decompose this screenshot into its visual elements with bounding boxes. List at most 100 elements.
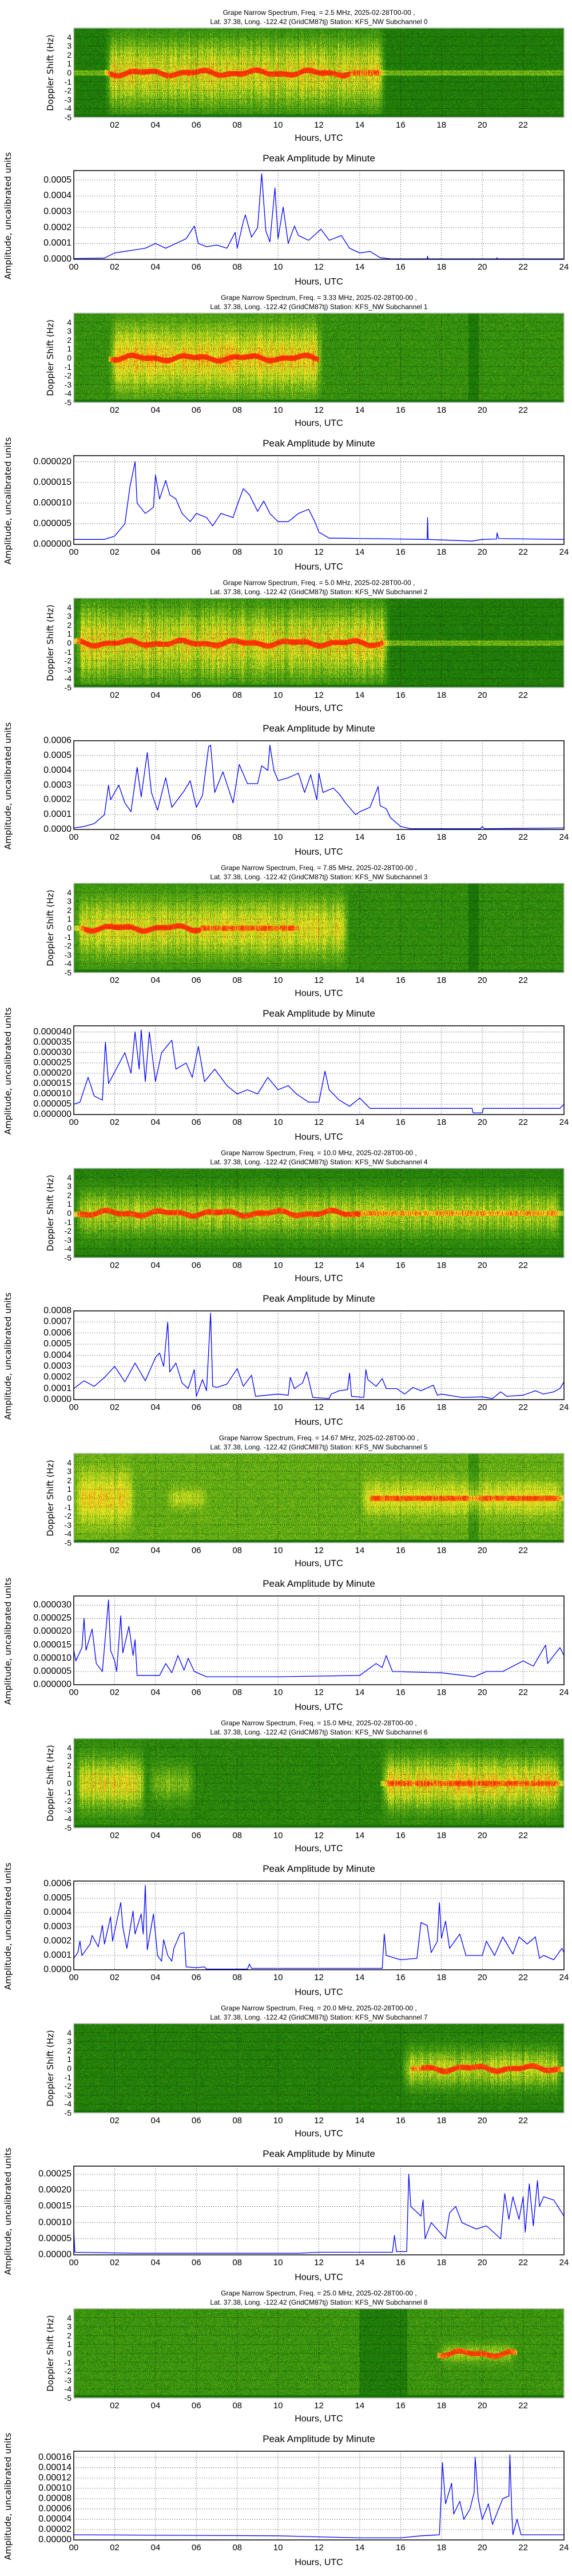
amplitude-x-tick-label: 24 [559,1688,569,1697]
amplitude-y-tick-label: 0.0005 [43,1339,72,1349]
amplitude-x-tick-label: 04 [150,262,161,272]
amplitude-y-axis-label: Amplitude, uncalibrated units [3,2147,13,2275]
x-tick-label: 08 [232,1261,242,1270]
y-tick-label: 3 [67,1752,72,1761]
x-tick-label: 02 [110,1261,120,1270]
y-tick-label: 2 [67,1760,72,1770]
amplitude-y-tick-label: 0.0004 [43,765,72,775]
x-tick-label: 12 [314,405,324,415]
amplitude-x-axis-label: Hours, UTC [295,2558,343,2567]
amplitude-x-tick-label: 20 [477,1973,487,1982]
spectrogram-title-line-2: Lat. 37.38, Long. -122.42 (GridCM87tj) S… [210,303,428,311]
plot-frame [73,2451,565,2541]
x-tick-label: 22 [518,120,528,130]
plot-frame [73,598,565,688]
amplitude-x-tick-label: 20 [477,1402,487,1412]
amplitude-x-tick-label: 08 [232,1117,242,1127]
y-tick-label: -1 [64,1502,72,1512]
amplitude-x-tick-label: 12 [314,1402,324,1412]
y-tick-label: 0 [67,1494,72,1503]
amplitude-y-axis-label: Amplitude, uncalibrated units [3,1862,13,1990]
x-tick-label: 14 [355,1261,365,1270]
amplitude-x-tick-label: 08 [232,2258,242,2267]
amplitude-line-chart [73,2451,565,2541]
amplitude-y-tick-label: 0.00020 [38,2185,72,2195]
x-tick-label: 06 [191,2401,201,2411]
amplitude-y-tick-label: 0.000010 [33,497,72,508]
amplitude-line-chart [73,1595,565,1685]
amplitude-x-tick-label: 22 [518,1688,528,1697]
amplitude-x-tick-label: 22 [518,1117,528,1127]
amplitude-x-tick-label: 20 [477,262,487,272]
x-tick-label: 14 [355,690,365,700]
amplitude-x-tick-label: 00 [69,1402,79,1412]
x-tick-label: 04 [150,120,161,130]
amplitude-y-tick-label: 0.0000 [43,824,72,834]
amplitude-x-tick-label: 02 [110,1117,120,1127]
x-tick-label: 20 [477,1546,487,1555]
x-tick-label: 16 [395,975,406,985]
amplitude-x-tick-label: 12 [314,1117,324,1127]
amplitude-x-tick-label: 06 [191,262,201,272]
chart-pair: Grape Narrow Spectrum, Freq. = 20.0 MHz,… [0,1996,572,2282]
y-tick-label: 4 [67,602,72,612]
x-tick-label: 16 [395,405,406,415]
amplitude-y-tick-label: 0.00004 [38,2514,72,2524]
y-tick-label: -5 [64,1538,72,1547]
amplitude-y-tick-label: 0.0006 [43,1327,72,1338]
plot-frame [73,455,565,545]
amplitude-chart-title: Peak Amplitude by Minute [263,438,375,449]
spectrogram-plot [73,1168,565,1258]
amplitude-series-line [73,173,564,259]
amplitude-x-tick-label: 08 [232,547,242,557]
x-tick-label: 16 [395,120,406,130]
y-tick-label: 0 [67,1208,72,1218]
amplitude-y-tick-label: 0.0004 [43,1907,72,1917]
spectrogram-grid [73,1738,565,1828]
x-tick-label: 14 [355,2116,365,2125]
plot-frame [73,313,565,403]
amplitude-y-axis-label: Amplitude, uncalibrated units [3,1007,13,1135]
amplitude-x-tick-label: 12 [314,2543,324,2553]
amplitude-y-tick-label: 0.0006 [43,1879,72,1888]
amplitude-series-line [73,2174,565,2254]
spectrogram-title-line-2: Lat. 37.38, Long. -122.42 (GridCM87tj) S… [210,873,428,881]
x-tick-label: 08 [232,2401,242,2411]
x-tick-label: 18 [436,1831,447,1840]
amplitude-x-tick-label: 22 [518,1402,528,1412]
x-tick-label: 16 [395,690,406,700]
y-tick-label: 3 [67,1467,72,1476]
spectrogram-grid [73,2023,565,2113]
amplitude-x-tick-label: 06 [191,1117,201,1127]
amplitude-x-tick-label: 00 [69,547,79,557]
amplitude-y-tick-label: 0.000005 [33,518,72,528]
y-tick-label: 4 [67,887,72,897]
x-tick-label: 10 [273,2116,283,2125]
x-tick-label: 12 [314,1261,324,1270]
x-tick-label: 22 [518,975,528,985]
x-tick-label: 06 [191,405,201,415]
spectrogram-x-axis-label: Hours, UTC [295,1844,343,1854]
amplitude-y-tick-label: 0.0003 [43,1361,72,1371]
amplitude-chart-title: Peak Amplitude by Minute [263,723,375,734]
y-tick-label: 4 [67,1743,72,1752]
x-tick-label: 22 [518,2401,528,2411]
amplitude-y-tick-label: 0.000040 [33,1026,72,1037]
amplitude-x-tick-label: 22 [518,832,528,842]
amplitude-series-line [73,1029,565,1113]
amplitude-x-tick-label: 08 [232,1688,242,1697]
x-tick-label: 02 [110,2401,120,2411]
amplitude-y-tick-label: 0.000025 [33,1613,72,1623]
amplitude-x-tick-label: 24 [559,2543,569,2553]
y-tick-label: -3 [64,1805,72,1815]
amplitude-x-tick-label: 08 [232,1973,242,1982]
y-tick-label: 2 [67,2330,72,2340]
amplitude-x-tick-label: 14 [355,262,365,272]
x-tick-label: 20 [477,975,487,985]
amplitude-x-tick-label: 24 [559,1402,569,1412]
y-tick-label: 2 [67,1475,72,1485]
amplitude-y-tick-label: 0.0001 [43,238,72,248]
amplitude-x-tick-label: 20 [477,1117,487,1127]
spectrogram-grid [73,1453,565,1543]
amplitude-x-axis-label: Hours, UTC [295,562,343,572]
